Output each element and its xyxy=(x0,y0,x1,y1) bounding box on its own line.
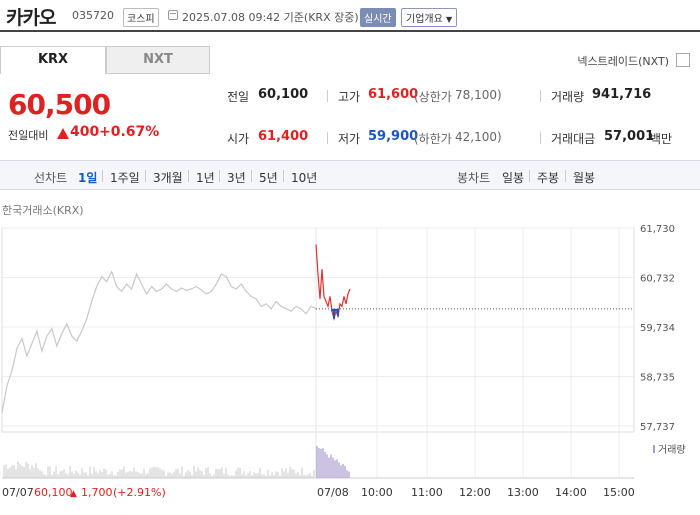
plot-frame xyxy=(1,227,635,433)
up-triangle-icon xyxy=(57,128,69,139)
chevron-down-icon: ▼ xyxy=(446,15,453,24)
line-chart-label: 선차트 xyxy=(34,171,68,185)
period-1w[interactable]: 1주일 xyxy=(110,171,140,185)
today-price-line xyxy=(315,244,351,322)
divider xyxy=(251,170,252,182)
period-1d[interactable]: 1일 xyxy=(78,171,98,185)
divider xyxy=(102,170,103,182)
current-price: 60,500 xyxy=(8,88,111,121)
divider xyxy=(145,170,146,182)
x-tick-label: 10:00 xyxy=(361,486,393,499)
amount-unit: 백만 xyxy=(650,132,673,146)
volume-legend-swatch xyxy=(653,445,655,453)
market-badge: 코스피 xyxy=(123,8,159,27)
prev-day-close-label: 60,100 xyxy=(34,486,73,499)
x-tick-label: 13:00 xyxy=(507,486,539,499)
prev-close-value: 60,100 xyxy=(258,87,309,102)
prev-close-label: 전일 xyxy=(227,90,250,104)
amount-label: 거래대금 xyxy=(551,132,596,146)
prev-day-price-line xyxy=(1,270,317,414)
chart-source: 한국거래소(KRX) xyxy=(2,204,84,217)
period-3y[interactable]: 3년 xyxy=(227,171,246,185)
nextrade-label[interactable]: 넥스트레이드(NXT) xyxy=(577,55,669,68)
divider xyxy=(283,170,284,182)
y-tick-label: 61,730 xyxy=(640,224,675,235)
period-bar: 선차트 1일 1주일 3개월 1년 3년 5년 10년 봉차트 일봉 주봉 월봉 xyxy=(0,160,700,190)
high-value: 61,600 xyxy=(368,87,419,102)
nextrade-checkbox[interactable] xyxy=(676,53,690,67)
lower-limit-value: 42,100) xyxy=(455,130,502,144)
period-weekly[interactable]: 주봉 xyxy=(537,171,560,185)
high-label: 고가 xyxy=(338,90,361,104)
divider xyxy=(529,170,530,182)
x-tick-label: 14:00 xyxy=(555,486,587,499)
company-overview-label: 기업개요 xyxy=(406,14,443,25)
stock-header: 카카오 035720 코스피 2025.07.08 09:42 기준(KRX 장… xyxy=(0,0,700,32)
tab-krx[interactable]: KRX xyxy=(0,46,106,74)
period-monthly[interactable]: 월봉 xyxy=(573,171,596,185)
stock-name: 카카오 xyxy=(6,7,56,29)
period-1y[interactable]: 1년 xyxy=(196,171,215,185)
change-value: 400 xyxy=(70,124,100,140)
upper-limit-value: 78,100) xyxy=(455,88,502,102)
divider xyxy=(540,90,541,102)
clock-icon xyxy=(168,10,178,20)
y-tick-label: 60,732 xyxy=(640,274,675,285)
period-5y[interactable]: 5년 xyxy=(259,171,278,185)
upper-limit-label: (상한가 xyxy=(414,90,452,104)
stock-code: 035720 xyxy=(72,9,114,22)
period-10y[interactable]: 10년 xyxy=(291,171,318,185)
lower-limit-label: (하한가 xyxy=(414,132,452,146)
period-daily[interactable]: 일봉 xyxy=(502,171,525,185)
up-triangle-icon: ▲ xyxy=(70,489,77,499)
open-value: 61,400 xyxy=(258,129,309,144)
y-tick-label: 57,737 xyxy=(640,422,675,433)
volume-legend-label: 거래량 xyxy=(658,444,686,456)
divider xyxy=(188,170,189,182)
candle-chart-label: 봉차트 xyxy=(457,171,491,185)
change-label: 전일대비 xyxy=(8,129,49,142)
volume-label: 거래량 xyxy=(551,90,585,104)
today-date-label: 07/08 xyxy=(317,486,349,499)
prev-day-change-label: 1,700 xyxy=(81,486,113,499)
change-percent: +0.67% xyxy=(99,124,160,140)
divider xyxy=(327,90,328,102)
x-tick-label: 15:00 xyxy=(603,486,635,499)
divider xyxy=(565,170,566,182)
prev-day-change-pct-label: (+2.91%) xyxy=(113,486,166,499)
x-tick-label: 11:00 xyxy=(411,486,443,499)
prev-day-date-label: 07/07 xyxy=(2,486,34,499)
y-tick-label: 58,735 xyxy=(640,373,675,384)
period-3m[interactable]: 3개월 xyxy=(153,171,183,185)
divider xyxy=(327,132,328,144)
amount-value: 57,001 xyxy=(604,129,655,144)
y-tick-label: 59,734 xyxy=(640,323,675,334)
volume-value: 941,716 xyxy=(592,87,652,102)
x-tick-label: 12:00 xyxy=(459,486,491,499)
open-label: 시가 xyxy=(227,132,250,146)
realtime-button[interactable]: 실시간 xyxy=(360,8,396,27)
tab-nxt[interactable]: NXT xyxy=(106,46,210,74)
data-timestamp: 2025.07.08 09:42 기준(KRX 장중) xyxy=(182,11,359,24)
company-overview-dropdown[interactable]: 기업개요 ▼ xyxy=(401,8,458,27)
low-value: 59,900 xyxy=(368,129,419,144)
divider xyxy=(219,170,220,182)
divider xyxy=(540,132,541,144)
low-label: 저가 xyxy=(338,132,361,146)
